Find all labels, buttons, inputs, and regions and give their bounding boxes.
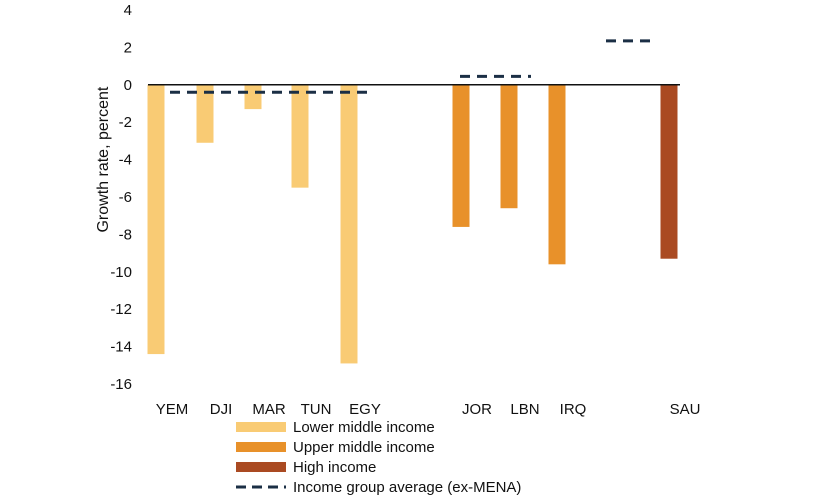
bars xyxy=(147,84,678,364)
legend-swatch-3 xyxy=(236,462,286,472)
bar-sau xyxy=(660,84,678,259)
bar-jor xyxy=(452,84,470,227)
y-tick-label: -14 xyxy=(110,339,132,356)
x-axis: YEM DJI MAR TUN EGY JOR LBN IRQ SAU xyxy=(156,401,701,418)
bar-lbn xyxy=(500,84,518,209)
x-tick-label-egy: EGY xyxy=(349,401,381,418)
y-tick-label: -6 xyxy=(119,189,132,206)
x-tick-label-yem: YEM xyxy=(156,401,189,418)
legend-label-2: Upper middle income xyxy=(293,439,435,456)
bar-mar xyxy=(244,84,262,110)
y-axis: 4 2 0 -2 -4 -6 -8 -10 -12 -14 -16 xyxy=(110,2,132,393)
bar-irq xyxy=(548,84,566,265)
y-tick-label: -10 xyxy=(110,264,132,281)
legend-swatch-2 xyxy=(236,442,286,452)
legend-label-1: Lower middle income xyxy=(293,419,435,436)
legend: Lower middle income Upper middle income Hi… xyxy=(236,419,521,496)
x-tick-label-mar: MAR xyxy=(252,401,286,418)
average-lines xyxy=(170,39,655,94)
y-tick-label: 0 xyxy=(124,77,132,94)
y-tick-label: 4 xyxy=(124,2,132,19)
x-tick-label-lbn: LBN xyxy=(510,401,539,418)
bar-dji xyxy=(196,84,214,143)
y-tick-label: -4 xyxy=(119,152,132,169)
y-tick-label: -8 xyxy=(119,226,132,243)
x-tick-label-sau: SAU xyxy=(670,401,701,418)
bar-yem xyxy=(147,84,165,355)
y-tick-label: -12 xyxy=(110,301,132,318)
x-tick-label-dji: DJI xyxy=(210,401,233,418)
legend-swatch-1 xyxy=(236,422,286,432)
legend-label-3: High income xyxy=(293,459,376,476)
x-tick-label-irq: IRQ xyxy=(560,401,587,418)
bar-egy xyxy=(340,84,358,364)
y-tick-label: -2 xyxy=(119,114,132,131)
y-axis-label: Growth rate, percent xyxy=(95,86,112,232)
x-tick-label-tun: TUN xyxy=(301,401,332,418)
y-tick-label: 2 xyxy=(124,39,132,56)
y-tick-label: -16 xyxy=(110,376,132,393)
bar-tun xyxy=(291,84,309,188)
x-tick-label-jor: JOR xyxy=(462,401,492,418)
legend-label-4: Income group average (ex-MENA) xyxy=(293,479,521,496)
